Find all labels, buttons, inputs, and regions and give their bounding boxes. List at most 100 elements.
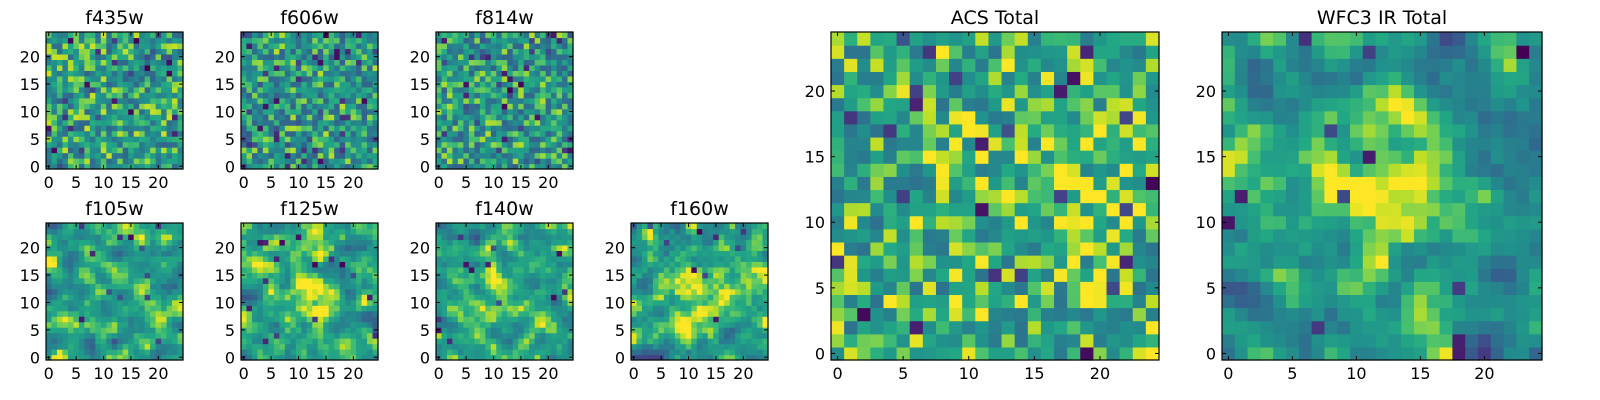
heatmap-cell (534, 42, 541, 50)
heatmap-cell (1132, 110, 1147, 125)
heatmap-cell (95, 48, 102, 55)
heatmap-cell (350, 299, 357, 306)
heatmap-cell (361, 92, 368, 99)
heatmap-cell (372, 343, 379, 350)
heatmap-cell (652, 294, 659, 301)
heatmap-cell (534, 75, 541, 82)
heatmap-cell (111, 141, 118, 148)
heatmap-cell (922, 333, 937, 348)
heatmap-cell (257, 32, 264, 39)
heatmap-cell (111, 305, 118, 312)
heatmap-cell (279, 261, 286, 268)
heatmap-cell (367, 86, 374, 93)
heatmap-cell (729, 277, 736, 284)
heatmap-cell (501, 147, 508, 154)
heatmap-cell (551, 103, 558, 110)
heatmap-cell (468, 125, 475, 132)
heatmap-cell (257, 316, 264, 323)
heatmap-cell (529, 147, 536, 154)
heatmap-cell (251, 283, 259, 290)
heatmap-cell (251, 119, 259, 126)
heatmap-cell (301, 64, 308, 71)
heatmap-cell (284, 114, 291, 121)
heatmap-cell (133, 75, 140, 82)
heatmap-cell (279, 327, 286, 334)
heatmap-cell (436, 152, 443, 159)
heatmap-cell (106, 59, 113, 66)
heatmap-cell (100, 70, 107, 77)
heatmap-cell (463, 53, 470, 60)
heatmap-cell (339, 250, 346, 257)
heatmap-cell (312, 255, 319, 262)
heatmap-cell (139, 119, 146, 126)
heatmap-cell (161, 272, 168, 279)
y-tick-label: 20 (805, 82, 825, 101)
heatmap-cell (306, 272, 313, 279)
heatmap-cell (746, 283, 753, 290)
heatmap-cell (155, 250, 162, 257)
heatmap-cell (133, 103, 140, 110)
heatmap-cell (257, 125, 264, 132)
heatmap-cell (111, 119, 118, 126)
heatmap-cell (361, 141, 368, 148)
heatmap-cell (367, 125, 374, 132)
heatmap-cell (301, 81, 308, 88)
heatmap-cell (534, 349, 541, 356)
panel-title: f125w (280, 198, 339, 220)
heatmap-cell (328, 283, 335, 290)
heatmap-cell (441, 255, 448, 262)
heatmap-cell (718, 277, 725, 284)
heatmap-cell (290, 152, 297, 159)
heatmap-cell (1067, 136, 1081, 151)
heatmap-cell (1093, 110, 1108, 125)
heatmap-cell (485, 288, 492, 295)
heatmap-cell (128, 255, 135, 262)
heatmap-cell (529, 354, 536, 361)
heatmap-cell (367, 288, 374, 295)
heatmap-cell (356, 338, 363, 345)
heatmap-cell (857, 320, 871, 335)
heatmap-cell (436, 338, 443, 345)
heatmap-cell (339, 81, 346, 88)
heatmap-cell (922, 136, 937, 151)
heatmap-cell (328, 250, 335, 257)
heatmap-cell (474, 228, 481, 235)
heatmap-cell (751, 288, 758, 295)
heatmap-cell (457, 321, 464, 328)
heatmap-cell (507, 233, 514, 241)
heatmap-cell (268, 261, 275, 268)
heatmap-cell (507, 97, 514, 104)
heatmap-cell (713, 294, 720, 301)
heatmap-cell (100, 332, 107, 339)
heatmap-cell (56, 70, 64, 77)
heatmap-cell (441, 250, 448, 257)
heatmap-cell (1106, 333, 1121, 348)
heatmap-cell (1001, 136, 1016, 151)
heatmap-cell (857, 241, 871, 256)
heatmap-cell (67, 119, 74, 126)
heatmap-cell (133, 327, 140, 334)
heatmap-cell (350, 119, 357, 126)
heatmap-cell (474, 81, 481, 88)
heatmap-cell (1132, 320, 1147, 335)
heatmap-cell (172, 272, 179, 279)
heatmap-cell (523, 136, 530, 143)
heatmap-cell (100, 136, 107, 143)
heatmap-cell (89, 349, 96, 356)
heatmap-cell (78, 239, 85, 246)
heatmap-cell (496, 288, 503, 295)
heatmap-cell (457, 283, 464, 290)
y-tick-label: 20 (20, 48, 40, 67)
heatmap-cell (241, 86, 248, 93)
heatmap-cell (106, 255, 113, 262)
heatmap-cell (290, 75, 297, 82)
heatmap-cell (746, 332, 753, 339)
heatmap-cell (356, 108, 363, 115)
heatmap-cell (241, 316, 248, 323)
heatmap-cell (284, 277, 291, 284)
heatmap-cell (436, 228, 443, 235)
heatmap-cell (975, 136, 990, 151)
heatmap-cell (540, 299, 547, 306)
heatmap-cell (172, 59, 179, 66)
heatmap-cell (567, 114, 574, 121)
